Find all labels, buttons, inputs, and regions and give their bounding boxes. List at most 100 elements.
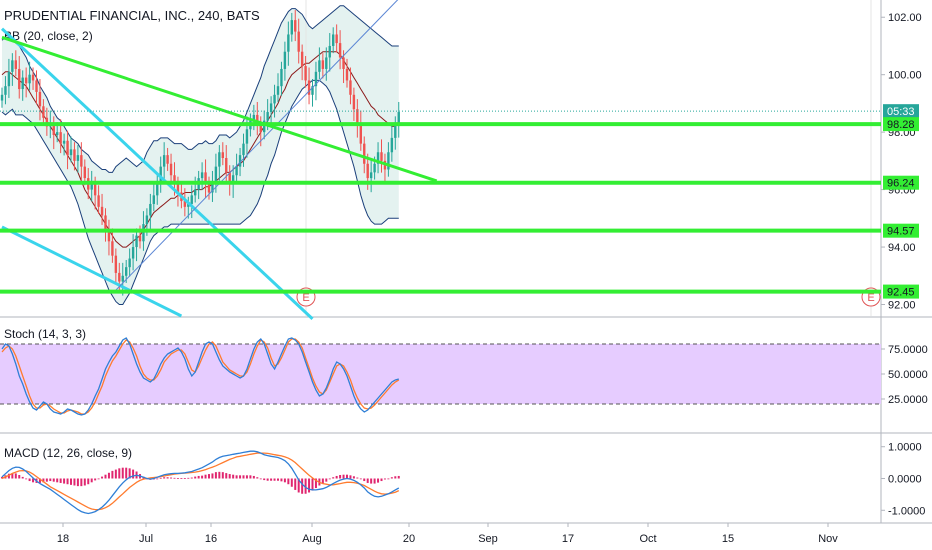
candle-body: [76, 155, 80, 161]
candle-body: [28, 74, 31, 84]
candle-body: [376, 152, 380, 164]
candle-body: [7, 71, 11, 87]
candle-body: [390, 137, 394, 153]
macd-indicator-label[interactable]: MACD (12, 26, close, 9): [4, 446, 133, 460]
candle-body: [290, 20, 293, 35]
price-axis-badge-label: 96.24: [887, 178, 915, 190]
candle-body: [366, 163, 369, 179]
macd-histogram-bar: [111, 470, 114, 479]
macd-axis-label: 0.0000: [888, 474, 922, 486]
stoch-indicator-label[interactable]: Stoch (14, 3, 3): [4, 327, 87, 341]
candle-body: [342, 57, 345, 69]
candle-body: [318, 60, 321, 72]
candle-body: [397, 112, 400, 124]
candle-body: [321, 60, 325, 69]
macd-histogram-bar: [280, 478, 283, 482]
macd-histogram-bar: [90, 478, 93, 483]
candle-body: [304, 66, 307, 81]
candle-body: [238, 155, 242, 167]
macd-histogram-bar: [187, 477, 190, 479]
macd-histogram-bar: [394, 476, 397, 479]
candle-body: [38, 91, 42, 107]
time-axis-label: Aug: [302, 533, 322, 545]
macd-histogram-bar: [170, 477, 173, 479]
candle-body: [369, 172, 373, 179]
macd-histogram-bar: [335, 475, 338, 479]
macd-histogram-bar: [28, 478, 31, 482]
candle-body: [338, 43, 342, 58]
macd-histogram-bar: [370, 478, 373, 484]
macd-histogram-bar: [290, 478, 293, 487]
candle-body: [31, 74, 35, 81]
macd-histogram-bar: [83, 478, 86, 486]
candle-body: [93, 183, 97, 196]
candle-body: [200, 172, 204, 179]
macd-histogram-bar: [349, 475, 352, 479]
time-axis-label: 18: [57, 533, 69, 545]
time-axis-label: 20: [403, 533, 415, 545]
price-axis-label: 102.00: [888, 12, 922, 24]
candle-body: [121, 275, 124, 282]
stoch-axis-label: 50.0000: [888, 369, 928, 381]
stoch-k-line: [1, 337, 399, 416]
macd-histogram-bar: [42, 478, 45, 483]
macd-histogram-bar: [387, 478, 390, 480]
candle-body: [387, 152, 390, 170]
macd-histogram-bar: [204, 474, 207, 479]
earnings-marker-label: E: [302, 292, 309, 304]
macd-histogram-bar: [239, 475, 242, 479]
macd-histogram-bar: [104, 474, 107, 479]
candle-body: [156, 180, 159, 196]
price-axis-badge: [883, 104, 919, 119]
macd-histogram-bar: [287, 478, 290, 485]
candle-body: [280, 68, 283, 87]
candle-body: [131, 247, 135, 259]
macd-histogram-bar: [11, 473, 14, 479]
macd-histogram-bar: [321, 478, 324, 484]
candle-body: [114, 255, 118, 273]
candle-body: [349, 80, 352, 95]
candle-body: [325, 57, 328, 69]
candle-body: [300, 51, 304, 67]
candle-body: [45, 117, 49, 127]
macd-histogram-bar: [297, 478, 300, 493]
macd-histogram-bar: [163, 477, 166, 479]
macd-histogram-bar: [159, 477, 162, 479]
macd-histogram-bar: [70, 478, 72, 485]
macd-histogram-bar: [1, 476, 3, 479]
macd-histogram-bar: [180, 478, 183, 479]
macd-axis-label: -1.0000: [888, 505, 925, 517]
macd-histogram-bar: [73, 478, 76, 486]
bb-basis-line: [1, 51, 400, 248]
time-axis-label: 17: [562, 533, 574, 545]
macd-histogram-bar: [235, 475, 238, 479]
candle-body: [128, 258, 131, 268]
candle-body: [287, 34, 290, 52]
candle-body: [276, 86, 280, 95]
price-pane: E E102.00100.0098.0096.0094.0092.0005:339…: [0, 0, 922, 320]
bb-indicator-label[interactable]: BB (20, close, 2): [4, 29, 93, 43]
macd-histogram-bar: [7, 473, 10, 479]
macd-signal-line: [1, 452, 400, 511]
macd-histogram-bar: [328, 478, 331, 480]
candle-body: [11, 60, 14, 72]
candle-body: [90, 183, 93, 190]
macd-histogram-bar: [38, 478, 41, 483]
time-axis-label: 15: [722, 533, 734, 545]
macd-histogram-bar: [87, 478, 90, 485]
macd-histogram-bar: [311, 478, 314, 491]
macd-histogram-bar: [277, 478, 279, 481]
candle-body: [218, 152, 221, 167]
price-axis-badge: [883, 223, 919, 238]
macd-histogram-bar: [132, 469, 135, 479]
macd-histogram-bar: [194, 476, 197, 479]
candle-body: [190, 195, 193, 204]
time-axis-label: Jul: [139, 533, 153, 545]
macd-histogram-bar: [266, 478, 269, 481]
macd-histogram-bar: [377, 478, 380, 483]
macd-histogram-bar: [97, 478, 100, 480]
price-axis-badge: [883, 284, 919, 299]
macd-histogram-bar: [18, 475, 21, 479]
time-axis-label: Oct: [639, 533, 656, 545]
